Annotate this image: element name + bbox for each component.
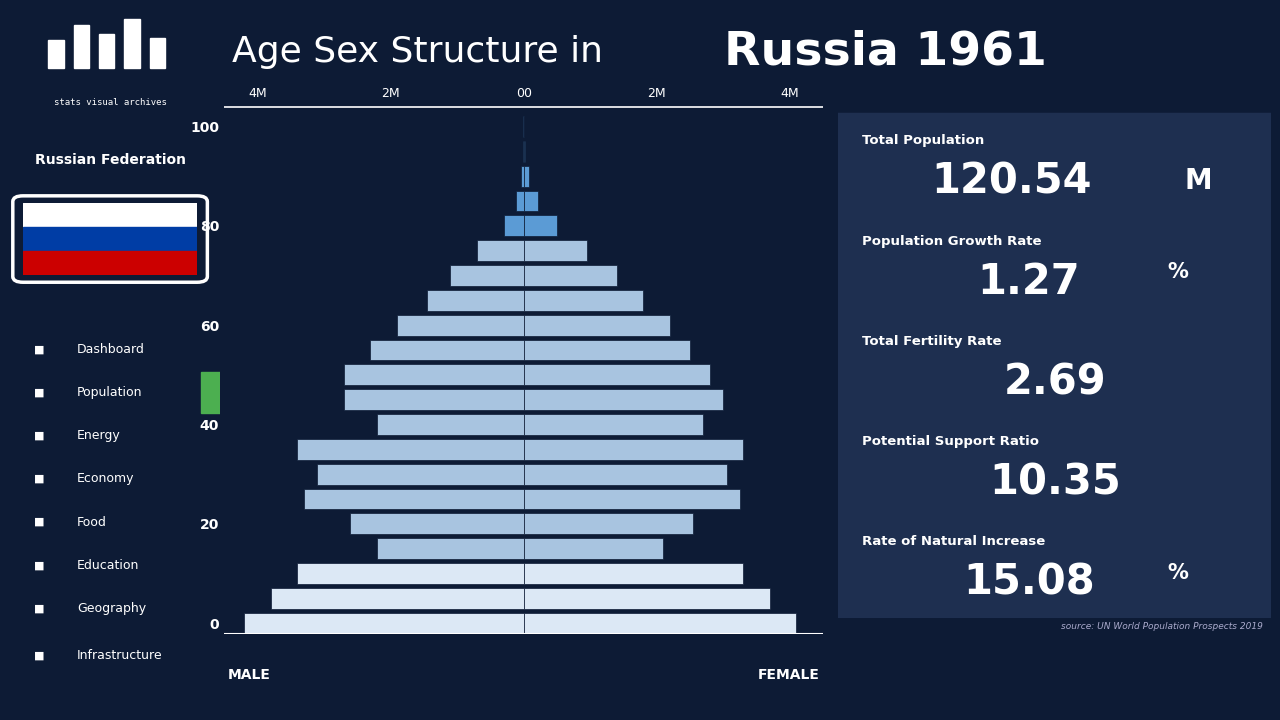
Bar (524, 513, 694, 534)
Bar (524, 215, 557, 236)
Bar (451, 265, 524, 286)
Text: %: % (1167, 563, 1188, 583)
Text: ■: ■ (35, 431, 45, 441)
Bar (201, 372, 220, 413)
Bar (124, 19, 140, 68)
Text: ■: ■ (35, 517, 45, 527)
Bar (477, 240, 524, 261)
Text: 15.08: 15.08 (963, 562, 1094, 603)
Text: 4M: 4M (248, 86, 266, 99)
Text: 120.54: 120.54 (932, 161, 1092, 202)
Text: Population: Population (77, 386, 142, 399)
Bar (524, 141, 525, 162)
Text: Potential Support Ratio: Potential Support Ratio (863, 435, 1039, 448)
Bar (378, 414, 524, 435)
Bar (524, 588, 769, 609)
Text: source: UN World Population Prospects 2019: source: UN World Population Prospects 20… (1061, 622, 1262, 631)
Text: M: M (1184, 168, 1212, 195)
Text: Food: Food (77, 516, 108, 528)
Bar (516, 191, 524, 212)
Bar (524, 439, 744, 460)
Text: Population Growth Rate: Population Growth Rate (863, 235, 1042, 248)
Bar (524, 265, 617, 286)
Bar (351, 513, 524, 534)
Bar (23, 227, 197, 251)
Text: ■: ■ (35, 474, 45, 484)
Bar (524, 489, 740, 510)
Text: Total Population: Total Population (863, 134, 984, 147)
Text: 10.35: 10.35 (989, 462, 1120, 503)
Text: FEMALE: FEMALE (758, 668, 819, 683)
Text: Infrastructure: Infrastructure (77, 649, 163, 662)
Text: 2M: 2M (381, 86, 399, 99)
Bar (524, 315, 669, 336)
Text: 2.69: 2.69 (1004, 361, 1106, 403)
Text: Education: Education (77, 559, 140, 572)
Bar (23, 251, 197, 275)
FancyBboxPatch shape (835, 514, 1275, 618)
Bar (524, 563, 744, 584)
Bar (524, 464, 727, 485)
Bar (74, 25, 90, 68)
Bar (370, 340, 524, 361)
Bar (317, 464, 524, 485)
Text: Economy: Economy (77, 472, 134, 485)
Bar (428, 290, 524, 311)
Text: ■: ■ (35, 603, 45, 613)
Text: Total Fertility Rate: Total Fertility Rate (863, 335, 1002, 348)
Bar (521, 166, 524, 186)
Text: Energy: Energy (77, 429, 120, 442)
Text: ■: ■ (35, 344, 45, 354)
Bar (524, 613, 796, 634)
Bar (524, 290, 644, 311)
Text: MALE: MALE (228, 668, 270, 683)
Bar (524, 191, 538, 212)
Text: ■: ■ (35, 560, 45, 570)
Text: %: % (1167, 262, 1188, 282)
Bar (244, 613, 524, 634)
Bar (503, 215, 524, 236)
Bar (297, 439, 524, 460)
Bar (524, 240, 586, 261)
Text: Age Sex Structure in: Age Sex Structure in (232, 35, 614, 69)
Bar (524, 414, 703, 435)
Text: 2M: 2M (648, 86, 666, 99)
Text: Geography: Geography (77, 602, 146, 615)
Text: stats visual archives: stats visual archives (54, 98, 166, 107)
Text: 4M: 4M (781, 86, 799, 99)
Text: 0: 0 (516, 86, 525, 99)
Bar (524, 364, 710, 385)
Bar (23, 203, 197, 227)
Text: Dashboard: Dashboard (77, 343, 145, 356)
Bar (524, 166, 529, 186)
Bar (524, 390, 723, 410)
Text: 0: 0 (522, 86, 531, 99)
Bar (270, 588, 524, 609)
FancyBboxPatch shape (835, 213, 1275, 317)
Text: 1.27: 1.27 (978, 261, 1080, 302)
Text: Russia 1961: Russia 1961 (724, 30, 1047, 75)
FancyBboxPatch shape (835, 313, 1275, 418)
FancyBboxPatch shape (835, 414, 1275, 518)
Text: ■: ■ (35, 650, 45, 660)
Bar (524, 539, 663, 559)
FancyBboxPatch shape (835, 113, 1275, 217)
Bar (150, 38, 165, 68)
Text: Russian Federation: Russian Federation (35, 153, 186, 167)
Bar (524, 340, 690, 361)
Bar (303, 489, 524, 510)
Text: Rate of Natural Increase: Rate of Natural Increase (863, 536, 1046, 549)
Text: ■: ■ (35, 387, 45, 397)
Bar (344, 364, 524, 385)
Bar (378, 539, 524, 559)
Bar (297, 563, 524, 584)
Bar (397, 315, 524, 336)
Bar (99, 34, 114, 68)
Bar (49, 40, 64, 68)
Bar (344, 390, 524, 410)
